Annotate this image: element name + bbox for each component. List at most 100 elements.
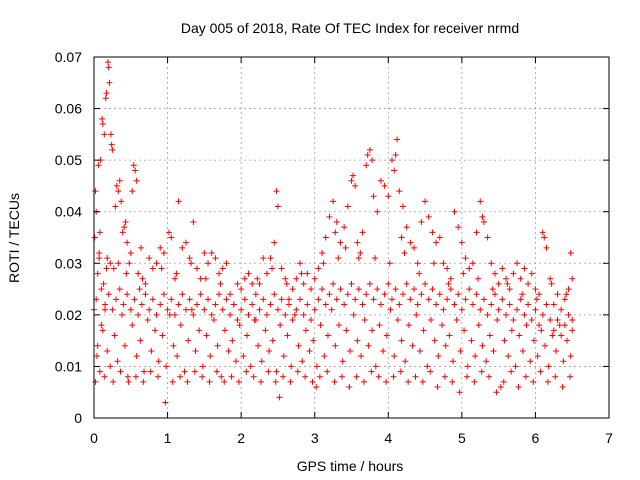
- data-point: [407, 239, 414, 246]
- y-tick-label: 0.05: [55, 152, 82, 168]
- data-point: [361, 317, 368, 324]
- data-point: [243, 368, 250, 375]
- data-point: [372, 363, 379, 370]
- data-point: [249, 280, 256, 287]
- data-point: [403, 224, 410, 231]
- data-point: [116, 177, 123, 184]
- data-point: [146, 306, 153, 313]
- data-point: [109, 306, 116, 313]
- data-point: [322, 234, 329, 241]
- data-point: [468, 337, 475, 344]
- data-point: [554, 317, 561, 324]
- data-point: [503, 275, 509, 282]
- data-point: [447, 275, 454, 282]
- data-point: [558, 332, 565, 339]
- data-point: [148, 347, 155, 354]
- data-point: [311, 275, 318, 282]
- data-point: [277, 322, 284, 329]
- data-point: [480, 296, 487, 303]
- data-point: [381, 291, 388, 298]
- data-point: [494, 317, 501, 324]
- data-point: [503, 311, 509, 318]
- data-point: [501, 337, 508, 344]
- data-point: [425, 296, 432, 303]
- data-point: [447, 286, 454, 293]
- data-point: [168, 234, 175, 241]
- data-point: [306, 347, 313, 354]
- data-point: [238, 286, 245, 293]
- data-point: [536, 291, 543, 298]
- data-point: [262, 327, 269, 334]
- data-point: [528, 270, 535, 277]
- data-point: [538, 327, 545, 334]
- data-point: [471, 378, 478, 385]
- data-point: [322, 301, 329, 308]
- data-point: [201, 249, 208, 256]
- data-point: [552, 373, 559, 380]
- data-point: [102, 301, 109, 308]
- data-point: [92, 188, 99, 195]
- data-point: [500, 378, 507, 385]
- data-point: [135, 270, 142, 277]
- data-point: [254, 275, 261, 282]
- data-point: [293, 275, 300, 282]
- data-point: [138, 301, 145, 308]
- data-point: [133, 177, 140, 184]
- data-point: [263, 311, 270, 318]
- x-tick-label: 4: [384, 430, 392, 446]
- data-point: [104, 347, 111, 354]
- data-point: [205, 260, 212, 267]
- data-point: [213, 368, 220, 375]
- data-point: [223, 260, 230, 267]
- data-point: [341, 301, 348, 308]
- data-point: [269, 337, 276, 344]
- data-point: [337, 239, 344, 246]
- data-point: [276, 394, 283, 401]
- data-point: [103, 90, 110, 97]
- data-point: [396, 301, 403, 308]
- data-point: [115, 188, 122, 195]
- data-point: [348, 280, 355, 287]
- data-point: [326, 291, 333, 298]
- data-point: [168, 296, 175, 303]
- data-point: [377, 177, 384, 184]
- data-point: [328, 306, 335, 313]
- data-point: [160, 291, 167, 298]
- data-point: [227, 291, 234, 298]
- data-point: [321, 353, 328, 360]
- data-point: [376, 322, 383, 329]
- data-point: [411, 244, 418, 251]
- data-point: [116, 286, 123, 293]
- data-point: [450, 358, 457, 365]
- data-point: [416, 270, 423, 277]
- data-point: [414, 260, 421, 267]
- data-point: [157, 244, 164, 251]
- data-point: [123, 270, 130, 277]
- data-point: [126, 260, 133, 267]
- data-point: [462, 296, 469, 303]
- data-point: [282, 311, 289, 318]
- data-point: [113, 296, 120, 303]
- x-tick-label: 0: [90, 430, 98, 446]
- data-point: [249, 301, 256, 308]
- data-point: [280, 373, 287, 380]
- data-point: [129, 188, 136, 195]
- data-point: [229, 337, 236, 344]
- data-point: [304, 301, 311, 308]
- data-point: [405, 378, 412, 385]
- data-point: [548, 280, 555, 287]
- data-point: [414, 301, 421, 308]
- data-point: [431, 337, 438, 344]
- data-point: [274, 203, 281, 210]
- data-point: [508, 327, 515, 334]
- data-point: [527, 358, 534, 365]
- data-point: [94, 270, 101, 277]
- data-point: [164, 306, 171, 313]
- data-point: [446, 332, 453, 339]
- data-point: [491, 270, 498, 277]
- data-point: [442, 342, 449, 349]
- data-point: [159, 332, 166, 339]
- data-point: [252, 317, 259, 324]
- data-point: [260, 255, 267, 262]
- data-point: [333, 219, 340, 226]
